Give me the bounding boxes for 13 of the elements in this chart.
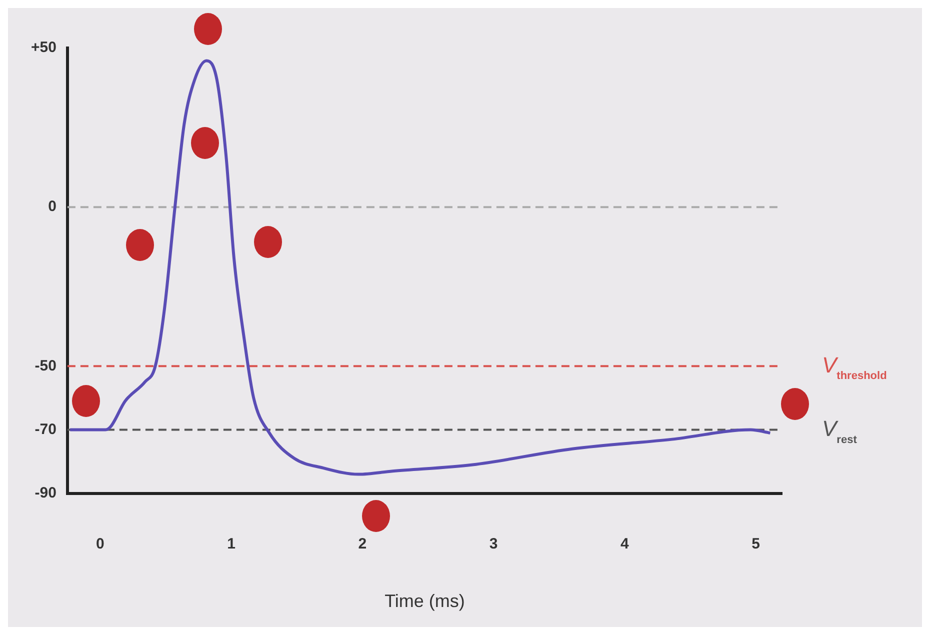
x-tick-label: 5	[752, 536, 760, 553]
x-tick-label: 4	[620, 536, 630, 553]
x-tick-label: 3	[489, 536, 498, 553]
x-axis-title: Time (ms)	[384, 591, 465, 612]
x-tick-label: 0	[96, 536, 104, 553]
y-tick-label: +50	[30, 39, 56, 56]
x-tick-label: 2	[358, 536, 367, 553]
line-series	[68, 59, 772, 476]
y-tick-label: -50	[34, 357, 56, 374]
x-tick-label: 1	[227, 536, 236, 553]
y-tick-label: -90	[34, 484, 56, 502]
y-tick-label: 0	[48, 198, 56, 216]
y-tick-label: -70	[34, 420, 56, 438]
